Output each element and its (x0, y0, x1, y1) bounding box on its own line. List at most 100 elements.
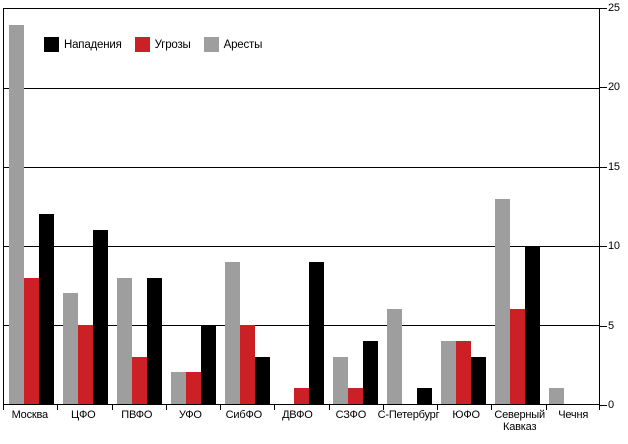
bar-slot (525, 9, 541, 404)
bar-slot (185, 9, 201, 404)
legend-swatch-arrests-icon (203, 37, 219, 52)
bar (170, 372, 186, 404)
bar (131, 356, 147, 404)
y-axis-label: 0 (608, 399, 614, 411)
bar (471, 356, 487, 404)
gridline (4, 88, 599, 89)
bar (224, 261, 240, 404)
gridline (4, 246, 599, 247)
bar-slot (441, 9, 457, 404)
bar-slot (23, 9, 39, 404)
x-axis-label: Северный Кавказ (494, 409, 545, 433)
bar-slot (77, 9, 93, 404)
plot-area: Нападения Угрозы Аресты (3, 8, 600, 405)
bar-slot (146, 9, 162, 404)
gridline (4, 167, 599, 168)
bar (239, 325, 255, 404)
bar-slot (294, 9, 310, 404)
bar-slot (254, 9, 270, 404)
x-axis-label: УФО (178, 409, 202, 421)
legend-label-arrests: Аресты (223, 38, 263, 51)
y-axis-label: 5 (608, 319, 614, 332)
y-axis-label: 10 (608, 240, 620, 253)
bar (116, 277, 132, 404)
bar (387, 309, 403, 404)
x-axis-label: СЗФО (335, 409, 367, 421)
bar (92, 230, 108, 404)
bar-slot (387, 9, 403, 404)
bar-group (491, 9, 545, 404)
y-axis-label: 15 (608, 160, 620, 173)
bar-slot (200, 9, 216, 404)
x-axis-label: ЮФО (452, 409, 480, 421)
bar-slot (495, 9, 511, 404)
bar (417, 388, 433, 404)
y-axis-tick (600, 166, 607, 168)
y-axis-tick (600, 8, 607, 9)
x-axis-label: С-Петербург (377, 409, 440, 421)
x-axis-tick (274, 405, 276, 410)
bar-slot (564, 9, 579, 404)
gridline (4, 325, 599, 326)
bar (200, 325, 216, 404)
bar (62, 293, 78, 404)
y-axis-labels: 0 5 10 15 20 25 (608, 2, 628, 411)
x-axis-tick (165, 405, 167, 410)
bar (441, 340, 457, 404)
bar (23, 277, 39, 404)
legend-item-arrests: Аресты (203, 37, 263, 52)
bar (185, 372, 201, 404)
bar-slot (131, 9, 147, 404)
x-axis-label: ДВФО (282, 409, 313, 421)
bar (549, 388, 565, 404)
bar-slot (471, 9, 487, 404)
bar (146, 277, 162, 404)
bar (456, 340, 472, 404)
x-axis-tick (437, 405, 439, 410)
bar-group (220, 9, 274, 404)
legend-item-attacks: Нападения (44, 37, 122, 52)
plot-bars (4, 9, 599, 404)
bar-slot (549, 9, 565, 404)
x-axis-tick (220, 405, 222, 410)
bar-slot (38, 9, 54, 404)
bar (525, 246, 541, 404)
x-axis-label: Москва (11, 409, 49, 421)
x-axis-tick (491, 405, 493, 410)
bar-slot (116, 9, 132, 404)
bar-group (437, 9, 491, 404)
bar-slot (456, 9, 472, 404)
bar-group (166, 9, 220, 404)
bar-slot (92, 9, 108, 404)
x-axis-tick (57, 405, 59, 410)
x-axis-tick (111, 405, 113, 410)
bar (8, 24, 24, 404)
x-axis-tick (599, 405, 600, 410)
y-axis-tick (600, 87, 607, 89)
bar (77, 325, 93, 404)
bar-group (112, 9, 166, 404)
y-axis-tick (600, 405, 607, 406)
bar (333, 356, 349, 404)
bar-group (383, 9, 437, 404)
bar-slot (279, 9, 294, 404)
bar-slot (348, 9, 364, 404)
x-axis-label: Чечня (558, 409, 589, 421)
x-axis-label: СибФО (225, 409, 263, 421)
bar (348, 388, 364, 404)
legend-label-attacks: Нападения (64, 38, 122, 51)
bar (309, 261, 325, 404)
bar-group (58, 9, 112, 404)
x-axis-label: ЦФО (71, 409, 96, 421)
bar-slot (417, 9, 433, 404)
legend-swatch-attacks-icon (44, 37, 59, 52)
bar-slot (224, 9, 240, 404)
bar (510, 309, 526, 404)
y-axis-ticks (600, 8, 607, 406)
bar (363, 340, 379, 404)
bar-slot (510, 9, 526, 404)
bar-slot (333, 9, 349, 404)
legend: Нападения Угрозы Аресты (44, 37, 262, 52)
bar-group (274, 9, 328, 404)
